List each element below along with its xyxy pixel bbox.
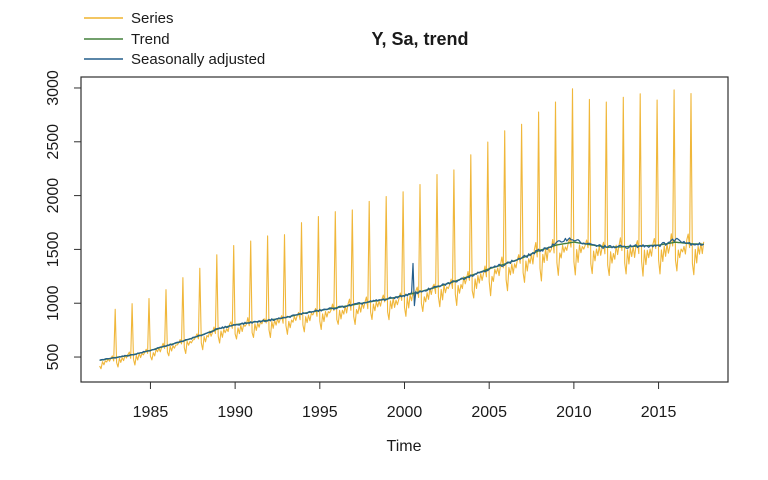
x-tick-label: 1990: [217, 404, 253, 421]
legend-label-trend: Trend: [131, 31, 170, 48]
series-line: [99, 88, 705, 370]
x-tick-label: 2015: [641, 404, 677, 421]
x-tick-label: 1985: [133, 404, 169, 421]
trend-line: [99, 241, 704, 361]
x-axis-label: Time: [387, 438, 422, 455]
x-tick-label: 1995: [302, 404, 338, 421]
y-tick-label: 2500: [45, 124, 62, 160]
plot-series: [99, 88, 705, 370]
y-tick-label: 1500: [45, 232, 62, 268]
x-tick-label: 2010: [556, 404, 592, 421]
y-tick-label: 500: [45, 344, 62, 371]
x-tick-label: 2000: [387, 404, 423, 421]
x-tick-label: 2005: [471, 404, 507, 421]
legend: Series Trend Seasonally adjusted: [84, 10, 265, 68]
y-tick-label: 2000: [45, 178, 62, 214]
legend-label-seasonally-adjusted: Seasonally adjusted: [131, 51, 265, 68]
seasonally-adjusted-line: [99, 237, 705, 361]
chart-title: Y, Sa, trend: [371, 29, 468, 49]
legend-label-series: Series: [131, 10, 174, 27]
plot-box: [80, 76, 729, 383]
y-tick-label: 1000: [45, 285, 62, 321]
axes: 1985 1990 1995 2000 2005 2010 2015 500 1000 1500 2…: [45, 70, 729, 421]
y-tick-label: 3000: [45, 70, 62, 106]
